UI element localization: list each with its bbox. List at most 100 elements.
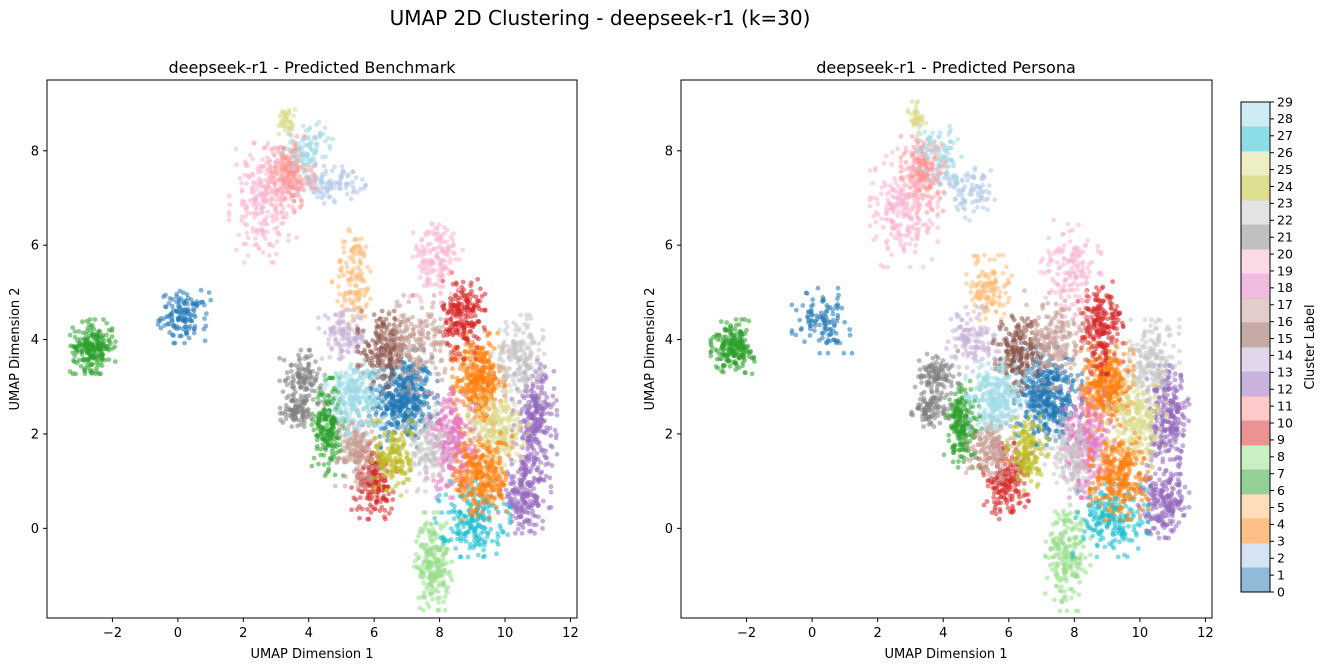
scatter-point (303, 180, 309, 186)
scatter-point (202, 316, 208, 321)
scatter-point (389, 371, 395, 376)
scatter-point (444, 227, 450, 233)
scatter-point (528, 376, 534, 382)
scatter-point (533, 513, 538, 519)
scatter-point (370, 458, 376, 464)
scatter-point (536, 341, 542, 346)
scatter-point (533, 420, 539, 426)
scatter-point (454, 352, 459, 357)
scatter-point (450, 389, 456, 395)
scatter-point (538, 416, 544, 422)
scatter-point (340, 319, 346, 325)
scatter-point (280, 205, 286, 211)
scatter-point (422, 258, 427, 264)
scatter-point (419, 413, 424, 419)
scatter-point (351, 447, 357, 452)
scatter-point (78, 363, 84, 369)
scatter-point (528, 362, 533, 368)
scatter-point (476, 319, 482, 325)
scatter-point (326, 342, 331, 347)
scatter-point (465, 390, 471, 396)
scatter-point (514, 507, 520, 513)
scatter-point (448, 291, 454, 297)
scatter-point (257, 220, 263, 226)
scatter-point (333, 312, 338, 318)
scatter-point (436, 574, 441, 579)
scatter-point (453, 256, 458, 262)
scatter-point (531, 522, 536, 527)
scatter-point (277, 405, 283, 411)
scatter-point (382, 478, 387, 484)
scatter-point (515, 388, 521, 394)
scatter-point (341, 439, 346, 444)
scatter-point (417, 274, 423, 280)
scatter-point (89, 332, 95, 338)
scatter-point (164, 314, 170, 319)
scatter-point (91, 326, 97, 332)
scatter-point (340, 239, 346, 245)
scatter-point (323, 415, 329, 421)
scatter-point (301, 406, 306, 412)
scatter-point (471, 305, 476, 311)
scatter-point (432, 556, 437, 562)
scatter-point (433, 340, 439, 345)
scatter-point (431, 293, 437, 298)
scatter-point (457, 366, 463, 372)
scatter-point (262, 191, 267, 197)
scatter-point (382, 430, 388, 436)
scatter-point (79, 348, 85, 354)
scatter-point (309, 463, 315, 469)
scatter-point (509, 352, 515, 358)
scatter-point (253, 195, 259, 201)
scatter-point (268, 242, 273, 247)
scatter-point (306, 411, 312, 416)
scatter-point (351, 495, 357, 501)
scatter-point (446, 309, 452, 314)
scatter-point (406, 299, 411, 305)
scatter-point (380, 359, 386, 364)
scatter-point (381, 493, 387, 499)
scatter-point (260, 210, 265, 215)
scatter-point (431, 510, 437, 515)
scatter-point (388, 340, 393, 345)
scatter-point (244, 222, 250, 228)
scatter-point (245, 211, 251, 216)
scatter-point (524, 312, 529, 318)
scatter-point (99, 356, 105, 362)
scatter-point (513, 347, 518, 353)
scatter-point (282, 162, 288, 168)
scatter-point (417, 458, 422, 464)
scatter-point (465, 384, 471, 390)
scatter-point (437, 348, 443, 354)
scatter-point (298, 384, 304, 390)
scatter-point (524, 393, 530, 399)
scatter-point (237, 175, 243, 181)
scatter-point (309, 185, 315, 191)
scatter-point (82, 371, 88, 377)
scatter-point (540, 327, 546, 333)
scatter-point (253, 235, 258, 241)
scatter-point (326, 461, 332, 466)
scatter-point (396, 393, 401, 398)
scatter-point (429, 341, 434, 347)
scatter-point (346, 172, 351, 178)
scatter-point (554, 398, 559, 403)
scatter-point (444, 239, 450, 245)
scatter-point (460, 279, 466, 285)
scatter-point (438, 569, 443, 575)
scatter-point (432, 402, 438, 408)
scatter-point (542, 400, 548, 406)
scatter-point (441, 424, 447, 430)
scatter-point (245, 235, 251, 241)
scatter-point (359, 308, 364, 314)
scatter-point (391, 308, 397, 314)
scatter-point (383, 516, 388, 522)
scatter-point (414, 407, 420, 412)
scatter-point (361, 328, 366, 334)
scatter-point (438, 358, 444, 364)
scatter-point (346, 307, 352, 313)
scatter-point (335, 298, 340, 304)
scatter-point (170, 297, 176, 302)
scatter-point (405, 409, 411, 415)
scatter-point (485, 375, 491, 381)
